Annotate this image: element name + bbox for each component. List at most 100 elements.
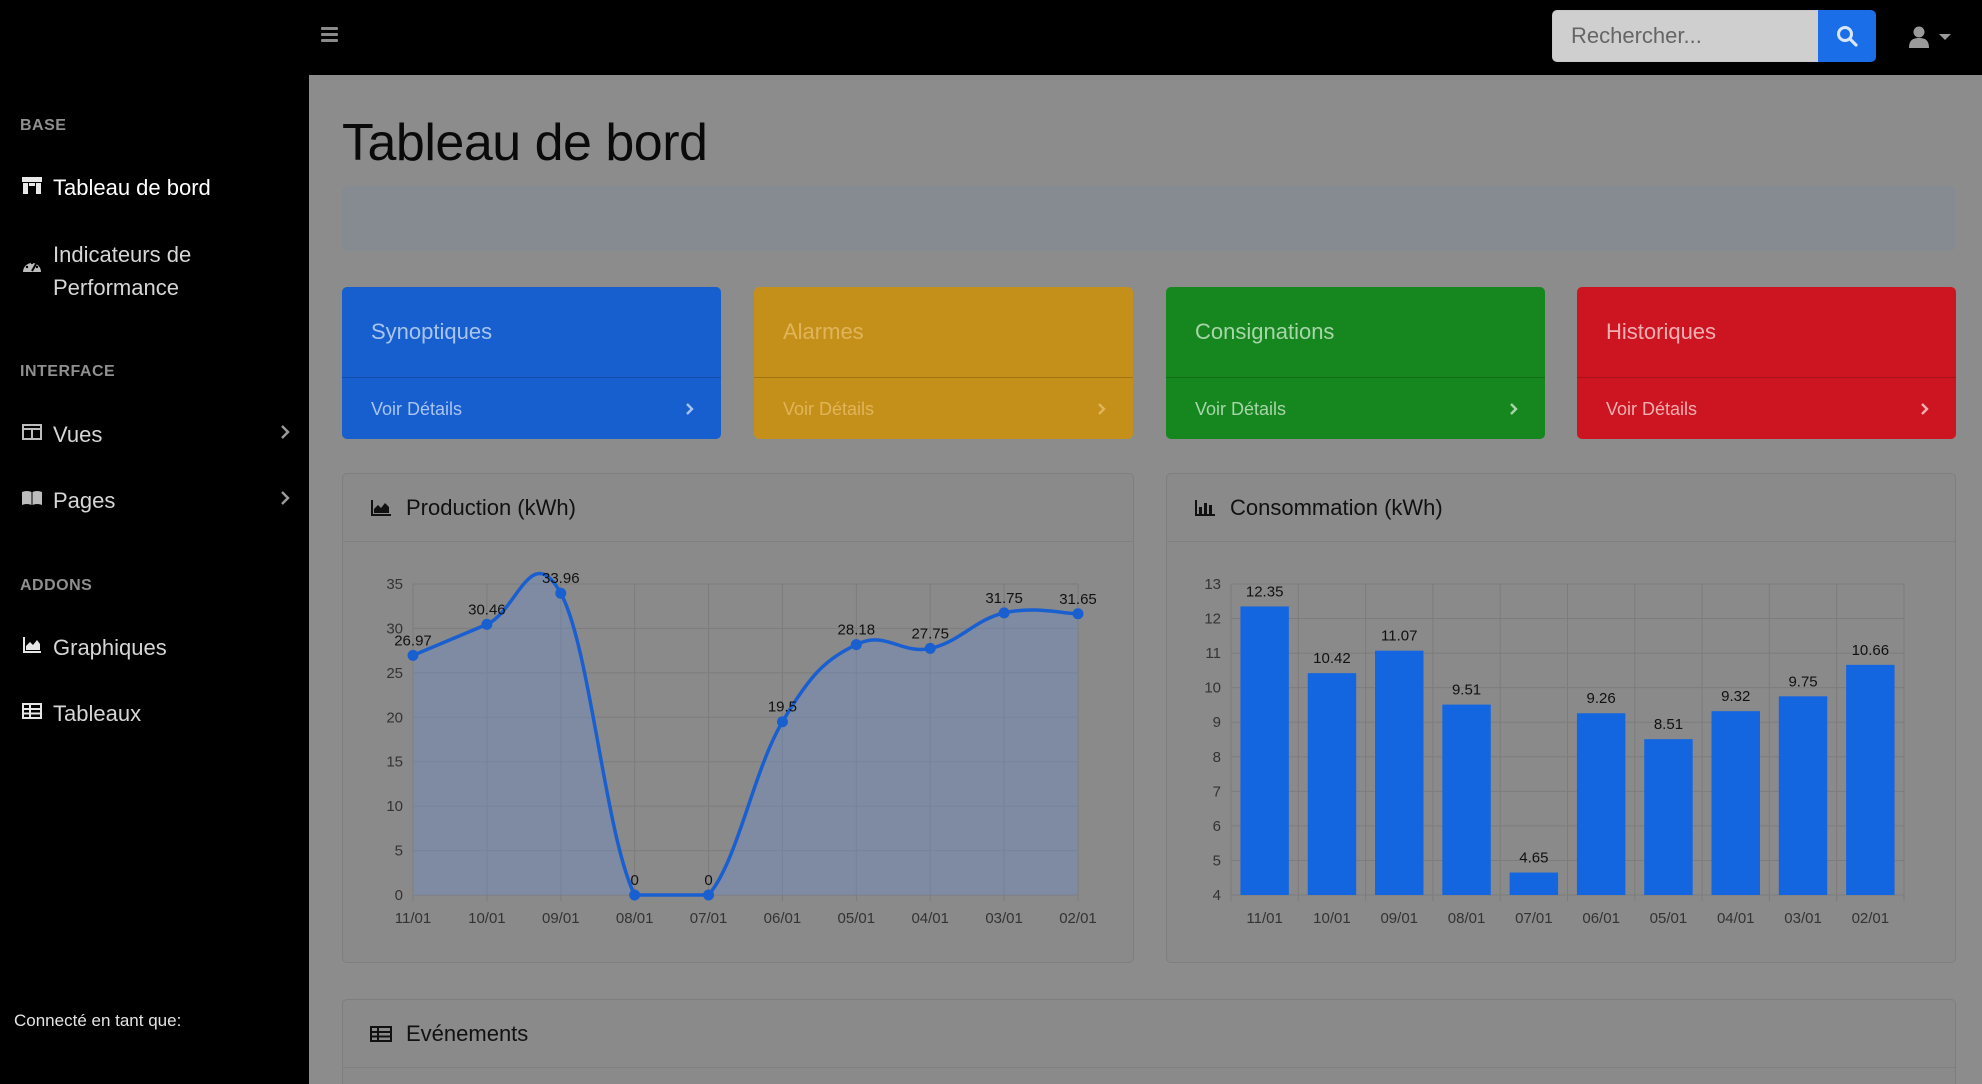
area-chart-icon: [20, 633, 44, 657]
data-label: 27.75: [911, 625, 949, 642]
sidebar-item-graphiques[interactable]: Graphiques: [20, 631, 290, 664]
columns-icon: [20, 420, 44, 444]
sidebar: BASE Tableau de bord Indicateurs de Perf…: [0, 75, 309, 1084]
card-footer: Voir Détails: [1577, 377, 1956, 439]
x-tick-label: 08/01: [616, 910, 654, 927]
y-tick-label: 0: [395, 887, 403, 904]
search-button[interactable]: [1818, 10, 1876, 62]
y-tick-label: 10: [1204, 680, 1221, 697]
x-tick-label: 02/01: [1852, 910, 1890, 927]
y-tick-label: 7: [1213, 783, 1221, 800]
card-historiques[interactable]: Historiques Voir Détails: [1577, 287, 1956, 439]
x-tick-label: 07/01: [690, 910, 728, 927]
breadcrumb: [342, 186, 1955, 251]
sidebar-item-pages[interactable]: Pages: [20, 484, 290, 517]
search-form: [1552, 10, 1876, 62]
data-label: 26.97: [394, 632, 432, 649]
data-label: 8.51: [1654, 716, 1683, 733]
panel-header: Evénements: [343, 1000, 1955, 1068]
search-icon: [1837, 26, 1858, 47]
x-tick-label: 05/01: [1650, 910, 1688, 927]
bar: [1778, 696, 1828, 895]
y-tick-label: 6: [1213, 818, 1221, 835]
card-details-link[interactable]: Voir Détails: [783, 399, 875, 419]
y-tick-label: 4: [1213, 887, 1221, 904]
data-point: [924, 642, 936, 654]
sidebar-item-label: Pages: [53, 488, 116, 513]
consommation-panel: Consommation (kWh) 4 5 6 7 8 9 10 11 12 13 12.35 11…: [1166, 473, 1956, 963]
top-navbar: [0, 0, 1982, 75]
evenements-panel: Evénements: [342, 999, 1956, 1084]
card-details-link[interactable]: Voir Détails: [1606, 399, 1698, 419]
sidebar-item-label: Tableaux: [53, 701, 142, 726]
data-label: 30.46: [468, 601, 506, 618]
card-title: Consignations: [1195, 319, 1335, 344]
x-tick-label: 04/01: [911, 910, 949, 927]
chevron-right-icon: [280, 424, 290, 445]
consommation-bar-chart: 4 5 6 7 8 9 10 11 12 13 12.35 11/01 10.42 10/01 11.07 0…: [1204, 576, 1905, 927]
sidebar-item-label: Graphiques: [53, 635, 167, 660]
data-label: 9.75: [1788, 673, 1817, 690]
x-tick-label: 07/01: [1515, 910, 1553, 927]
card-synoptiques[interactable]: Synoptiques Voir Détails: [342, 287, 721, 439]
data-label: 0: [630, 872, 638, 889]
x-tick-label: 10/01: [1313, 910, 1351, 927]
sidebar-item-indicateurs[interactable]: Indicateurs de Performance: [20, 238, 290, 304]
search-input[interactable]: [1552, 10, 1818, 62]
gauge-icon: [20, 254, 44, 278]
data-point: [481, 618, 493, 630]
chevron-right-icon: [1510, 403, 1518, 415]
card-details-link[interactable]: Voir Détails: [371, 399, 463, 419]
card-title: Synoptiques: [371, 319, 493, 344]
chevron-right-icon: [686, 403, 694, 415]
bar: [1307, 673, 1357, 895]
data-label: 9.26: [1587, 690, 1616, 707]
sidebar-item-vues[interactable]: Vues: [20, 418, 290, 451]
user-dropdown[interactable]: [1908, 22, 1958, 52]
bar: [1846, 664, 1895, 895]
panel-title: Consommation (kWh): [1230, 494, 1443, 520]
x-tick-label: 09/01: [542, 910, 580, 927]
sidebar-item-tableau-de-bord[interactable]: Tableau de bord: [20, 171, 290, 204]
x-tick-label: 04/01: [1717, 910, 1755, 927]
data-label: 31.75: [985, 590, 1023, 607]
card-consignations[interactable]: Consignations Voir Détails: [1166, 287, 1545, 439]
x-tick-label: 06/01: [1582, 910, 1620, 927]
series-line: [412, 571, 1079, 897]
data-label: 19.5: [768, 699, 797, 716]
x-tick-label: 11/01: [1246, 910, 1282, 927]
data-point: [1072, 608, 1084, 620]
card-details-link[interactable]: Voir Détails: [1195, 399, 1287, 419]
sidebar-item-tableaux[interactable]: Tableaux: [20, 697, 290, 730]
card-alarmes[interactable]: Alarmes Voir Détails: [754, 287, 1133, 439]
x-tick-label: 06/01: [764, 910, 802, 927]
data-label: 9.51: [1452, 682, 1481, 699]
logged-in-as-label: Connecté en tant que:: [14, 1011, 182, 1030]
y-tick-label: 5: [1213, 852, 1221, 869]
user-icon: [1909, 26, 1929, 48]
sidebar-item-label: Indicateurs de Performance: [53, 242, 192, 300]
bar: [1576, 713, 1626, 895]
bar-chart-icon: [1194, 497, 1220, 519]
y-tick-label: 10: [386, 798, 403, 815]
y-tick-label: 35: [386, 576, 403, 593]
sidebar-toggle-button[interactable]: [318, 24, 342, 48]
y-tick-label: 12: [1204, 611, 1221, 628]
card-title: Alarmes: [783, 319, 864, 344]
main-content: Tableau de bord Synoptiques Voir Détails…: [309, 75, 1982, 1084]
y-tick-label: 9: [1213, 714, 1221, 731]
data-label: 28.18: [838, 622, 876, 639]
production-panel: Production (kWh) 0 5 10 15 20 25 30 35 11/01 10/0…: [342, 473, 1134, 963]
data-label: 11.07: [1381, 628, 1417, 645]
caret-down-icon: [1939, 34, 1951, 40]
data-point: [776, 716, 788, 728]
sidebar-item-label: Vues: [53, 422, 103, 447]
y-tick-label: 8: [1213, 749, 1221, 766]
x-tick-label: 02/01: [1059, 910, 1097, 927]
card-footer: Voir Détails: [754, 377, 1133, 439]
page-title: Tableau de bord: [342, 114, 708, 172]
x-tick-label: 10/01: [468, 910, 506, 927]
panel-title: Evénements: [406, 1020, 529, 1046]
bar: [1442, 704, 1491, 895]
chevron-right-icon: [280, 490, 290, 511]
